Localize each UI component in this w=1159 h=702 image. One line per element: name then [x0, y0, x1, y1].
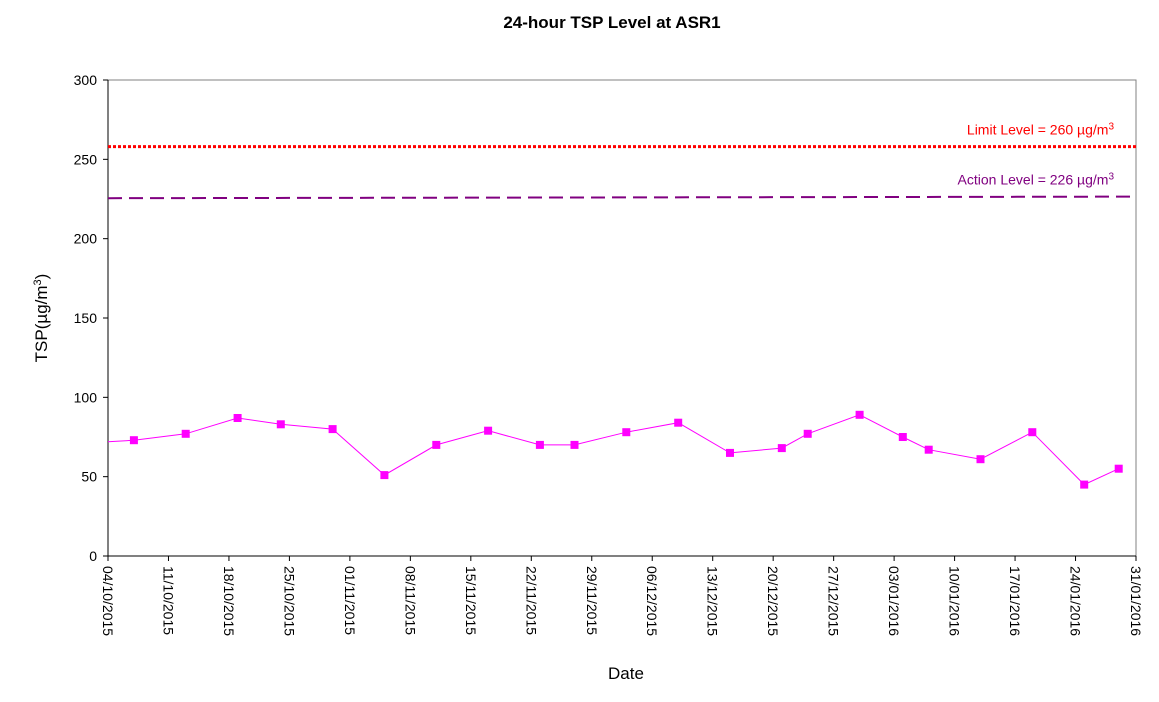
x-tick-label: 17/01/2016	[1007, 566, 1023, 636]
y-axis-label-tail: )	[32, 274, 51, 280]
ref-label-main: Limit Level = 260 µg/m	[967, 122, 1109, 138]
x-tick-label: 18/10/2015	[221, 566, 237, 636]
x-tick-label: 29/11/2015	[584, 566, 600, 635]
x-tick-label: 01/11/2015	[342, 566, 358, 635]
ref-label-main: Action Level = 226 µg/m	[958, 172, 1109, 188]
action-level-line	[107, 195, 1137, 200]
x-tick-label: 13/12/2015	[705, 566, 721, 636]
y-tick-label: 150	[74, 310, 98, 326]
ref-label-sup: 3	[1108, 121, 1114, 132]
x-tick-label: 22/11/2015	[523, 566, 539, 635]
data-point	[855, 410, 864, 419]
data-point	[276, 420, 285, 429]
chart-title: 24-hour TSP Level at ASR1	[503, 13, 720, 32]
y-tick-label: 300	[74, 72, 98, 88]
data-point	[181, 429, 190, 438]
y-tick-label: 100	[74, 389, 98, 405]
limit-level-label: Limit Level = 260 µg/m3	[967, 121, 1115, 138]
y-tick-label: 0	[89, 548, 97, 564]
series-layer	[107, 410, 1123, 489]
x-tick-label: 27/12/2015	[826, 566, 842, 636]
data-point	[777, 444, 786, 453]
y-axis-label-sup: 3	[32, 279, 44, 285]
x-axis-ticks: 04/10/2015 11/10/2015 18/10/2015 25/10/2015…	[100, 556, 1144, 636]
data-point	[1080, 480, 1089, 489]
data-point	[1028, 428, 1037, 437]
data-point	[570, 440, 579, 449]
data-point	[484, 426, 493, 435]
data-point	[622, 428, 631, 437]
y-axis-label-main: TSP(µg/m	[32, 285, 51, 362]
data-point	[674, 418, 683, 427]
x-tick-label: 20/12/2015	[765, 566, 781, 636]
ref-label-sup: 3	[1108, 171, 1114, 182]
y-tick-label: 50	[81, 469, 97, 485]
x-axis-label: Date	[608, 664, 644, 683]
y-tick-label: 250	[74, 151, 98, 167]
series-line	[107, 414, 1119, 486]
data-point	[898, 433, 907, 441]
x-tick-label: 11/10/2015	[160, 566, 176, 635]
data-point	[924, 445, 933, 454]
plot-area	[107, 79, 1137, 557]
y-axis-ticks: 0 50 100 150 200 250 300	[74, 72, 108, 564]
x-tick-label: 06/12/2015	[644, 566, 660, 636]
x-tick-label: 24/01/2016	[1068, 566, 1084, 636]
data-point	[726, 448, 734, 457]
x-tick-label: 15/11/2015	[463, 566, 479, 635]
data-point	[233, 414, 242, 422]
x-tick-label: 10/01/2016	[947, 566, 963, 636]
data-point	[380, 471, 389, 480]
data-point	[328, 425, 337, 434]
x-tick-label: 31/01/2016	[1128, 566, 1144, 636]
y-tick-label: 200	[74, 231, 98, 247]
x-tick-label: 25/10/2015	[281, 566, 297, 636]
x-tick-label: 08/11/2015	[402, 566, 418, 635]
y-axis-label: TSP(µg/m3)	[32, 274, 51, 363]
x-tick-label: 04/10/2015	[100, 566, 116, 636]
x-tick-label: 03/01/2016	[886, 566, 902, 636]
data-point	[976, 455, 985, 464]
data-point	[129, 436, 138, 445]
data-point	[432, 440, 441, 449]
data-point	[535, 440, 544, 449]
data-point	[1114, 464, 1123, 473]
action-level-label: Action Level = 226 µg/m3	[958, 171, 1115, 188]
data-point	[803, 429, 812, 438]
